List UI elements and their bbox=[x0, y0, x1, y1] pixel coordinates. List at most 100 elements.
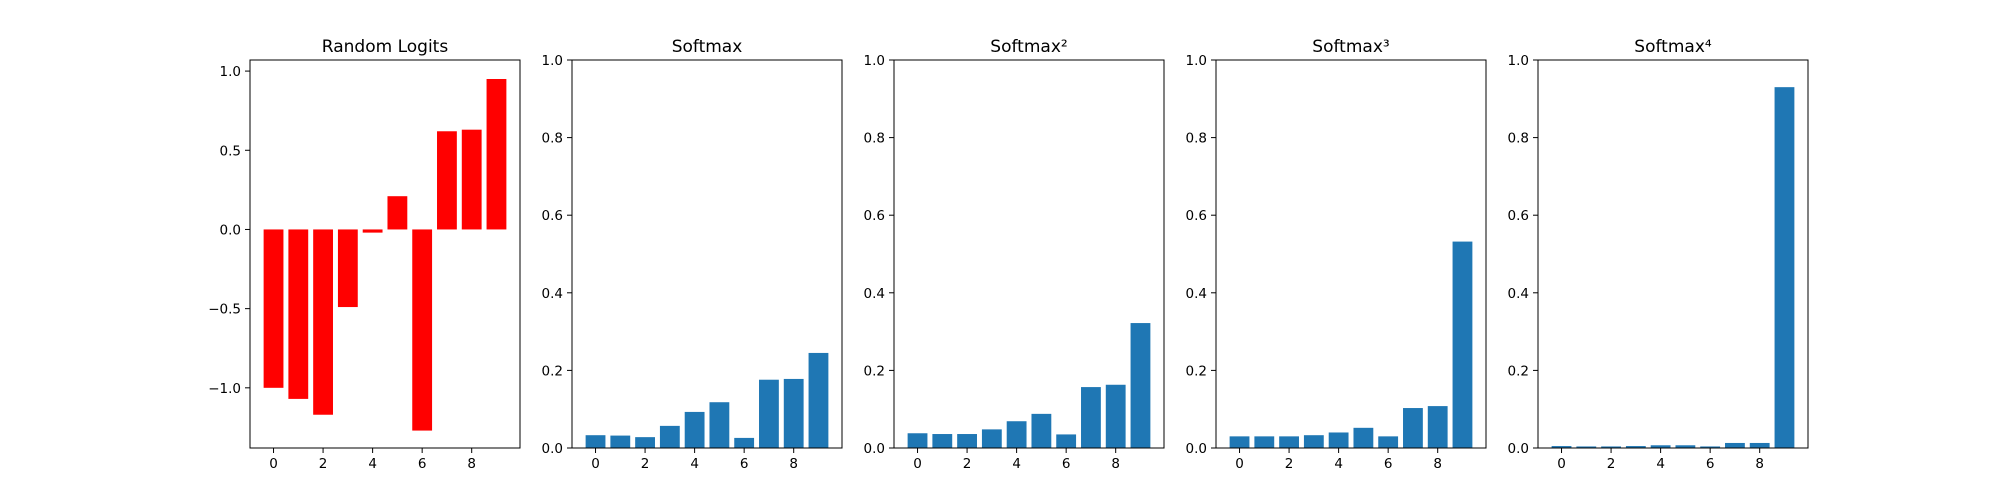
bar-2 bbox=[635, 437, 655, 448]
panel-softmax-fourth: Softmax⁴ 0 2 4 6 8 0.0 0.2 0.4 0.6 0.8 1.0 bbox=[1508, 37, 1809, 472]
y-tick-label: 0.0 bbox=[864, 441, 885, 457]
chart-title: Random Logits bbox=[322, 37, 449, 57]
bar-7 bbox=[759, 379, 779, 448]
bar-9 bbox=[1774, 87, 1795, 448]
bar-2 bbox=[1279, 436, 1299, 448]
y-tick-label: 1.0 bbox=[220, 64, 241, 80]
y-tick-label: 0.5 bbox=[220, 143, 241, 159]
panel-softmax-squared: Softmax² 0 2 4 6 8 0.0 0.2 0.4 0.6 0.8 1.0 bbox=[864, 37, 1165, 472]
bar-1 bbox=[932, 434, 953, 448]
y-tick-label: 0.4 bbox=[864, 286, 885, 302]
bar-9 bbox=[486, 79, 507, 230]
x-tick-label: 2 bbox=[963, 456, 972, 472]
bar-1 bbox=[1254, 436, 1275, 448]
x-tick-label: 2 bbox=[1285, 456, 1294, 472]
bar-9 bbox=[1452, 241, 1473, 448]
y-tick-label: 0.6 bbox=[864, 208, 885, 224]
x-tick-label: 6 bbox=[1384, 456, 1393, 472]
bar-0 bbox=[1229, 436, 1250, 448]
bar-3 bbox=[981, 429, 1002, 448]
y-tick-label: 0.6 bbox=[542, 208, 563, 224]
chart-title: Softmax² bbox=[990, 37, 1067, 57]
bar-9 bbox=[1130, 323, 1151, 448]
bar-0 bbox=[907, 433, 928, 448]
bar-6 bbox=[734, 437, 755, 448]
bar-7 bbox=[437, 131, 457, 230]
y-tick-label: −0.5 bbox=[208, 302, 241, 318]
axes-frame bbox=[571, 59, 843, 449]
bar-3 bbox=[1303, 435, 1324, 448]
bar-5 bbox=[1353, 427, 1374, 448]
bar-6 bbox=[1056, 434, 1077, 448]
y-tick-label: 0.4 bbox=[1186, 286, 1207, 302]
axes-frame bbox=[249, 59, 521, 449]
bar-3 bbox=[1625, 446, 1646, 448]
x-tick-label: 0 bbox=[1235, 456, 1244, 472]
x-tick-label: 6 bbox=[418, 456, 427, 472]
y-tick-label: 0.0 bbox=[542, 441, 563, 457]
y-tick-label: −1.0 bbox=[208, 381, 241, 397]
panel-random-logits: Random Logits 0 2 4 6 8 −1.0 −0.5 0.0 0.5 1.0 bbox=[208, 37, 521, 472]
bar-2 bbox=[1601, 446, 1621, 448]
chart-title: Softmax³ bbox=[1312, 37, 1389, 57]
x-tick-label: 2 bbox=[1607, 456, 1616, 472]
bar-5 bbox=[387, 196, 408, 230]
bar-7 bbox=[1725, 442, 1745, 448]
x-tick-label: 4 bbox=[690, 456, 699, 472]
bar-4 bbox=[1006, 421, 1027, 448]
x-tick-label: 8 bbox=[789, 456, 798, 472]
bar-2 bbox=[957, 434, 977, 448]
bar-8 bbox=[461, 129, 482, 230]
y-tick-label: 0.6 bbox=[1186, 208, 1207, 224]
bar-8 bbox=[783, 378, 804, 448]
x-tick-label: 2 bbox=[641, 456, 650, 472]
y-tick-label: 0.4 bbox=[542, 286, 563, 302]
bar-8 bbox=[1427, 406, 1448, 448]
bar-8 bbox=[1749, 442, 1770, 448]
bar-8 bbox=[1105, 384, 1126, 448]
y-tick-label: 0.6 bbox=[1508, 208, 1529, 224]
bar-0 bbox=[1551, 446, 1572, 448]
x-tick-label: 8 bbox=[467, 456, 476, 472]
y-tick-label: 0.2 bbox=[864, 363, 885, 379]
y-tick-label: 0.4 bbox=[1508, 286, 1529, 302]
y-tick-label: 0.0 bbox=[1186, 441, 1207, 457]
bar-7 bbox=[1081, 387, 1101, 448]
bar-4 bbox=[1650, 445, 1671, 448]
chart-title: Softmax⁴ bbox=[1634, 37, 1712, 57]
y-tick-label: 0.2 bbox=[542, 363, 563, 379]
bar-6 bbox=[412, 229, 433, 431]
bar-5 bbox=[709, 402, 730, 448]
bar-1 bbox=[610, 435, 631, 448]
bar-5 bbox=[1675, 445, 1696, 448]
x-tick-label: 4 bbox=[1656, 456, 1665, 472]
y-tick-label: 0.8 bbox=[1508, 131, 1529, 147]
bar-3 bbox=[337, 229, 358, 308]
bar-6 bbox=[1378, 436, 1399, 448]
bar-3 bbox=[659, 425, 680, 448]
bar-0 bbox=[585, 435, 606, 448]
x-tick-label: 6 bbox=[740, 456, 749, 472]
y-tick-label: 0.2 bbox=[1508, 363, 1529, 379]
x-tick-label: 6 bbox=[1706, 456, 1715, 472]
panel-softmax: Softmax 0 2 4 6 8 0.0 0.2 0.4 0.6 0.8 1.0 bbox=[542, 37, 843, 472]
y-tick-label: 1.0 bbox=[542, 53, 563, 69]
y-tick-label: 0.0 bbox=[220, 222, 241, 238]
x-tick-label: 4 bbox=[1012, 456, 1021, 472]
x-tick-label: 0 bbox=[913, 456, 922, 472]
x-tick-label: 4 bbox=[368, 456, 377, 472]
y-tick-label: 0.8 bbox=[1186, 131, 1207, 147]
panel-softmax-cubed: Softmax³ 0 2 4 6 8 0.0 0.2 0.4 0.6 0.8 1.0 bbox=[1186, 37, 1487, 472]
bar-1 bbox=[288, 229, 309, 399]
axes-frame bbox=[893, 59, 1165, 449]
x-tick-label: 8 bbox=[1433, 456, 1442, 472]
bar-0 bbox=[263, 229, 284, 388]
bar-2 bbox=[313, 229, 333, 415]
bar-6 bbox=[1700, 446, 1721, 448]
y-tick-label: 1.0 bbox=[1508, 53, 1529, 69]
y-tick-label: 0.8 bbox=[864, 131, 885, 147]
bar-4 bbox=[362, 229, 383, 233]
y-tick-label: 1.0 bbox=[1186, 53, 1207, 69]
chart-title: Softmax bbox=[672, 37, 743, 57]
